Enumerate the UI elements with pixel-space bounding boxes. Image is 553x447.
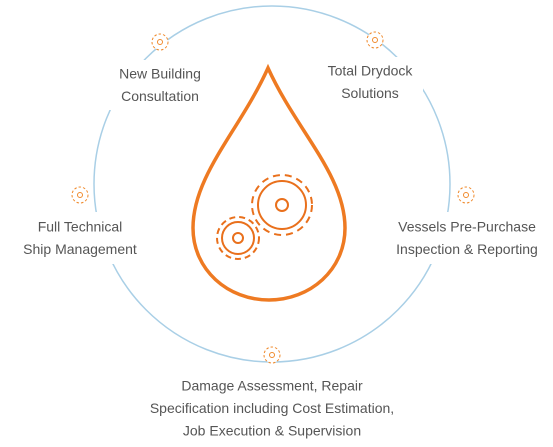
gear-hub bbox=[78, 193, 83, 198]
small-gear bbox=[217, 217, 259, 259]
node-label: Ship Management bbox=[23, 241, 137, 257]
node-label: Damage Assessment, Repair bbox=[181, 378, 363, 394]
gear-icon bbox=[72, 187, 88, 203]
node-label: Job Execution & Supervision bbox=[183, 423, 361, 439]
gear-hub bbox=[270, 353, 275, 358]
big-gear bbox=[252, 175, 312, 235]
gear-icon bbox=[367, 32, 383, 48]
node-label: Vessels Pre-Purchase bbox=[398, 219, 536, 235]
gear-hub bbox=[373, 38, 378, 43]
node-label: Solutions bbox=[341, 85, 399, 101]
node-label: Full Technical bbox=[38, 219, 123, 235]
node-label: Specification including Cost Estimation, bbox=[150, 400, 394, 416]
node-label: New Building bbox=[119, 66, 201, 82]
gear-hub bbox=[158, 40, 163, 45]
gear-icon bbox=[264, 347, 280, 363]
service-diagram: New Building Consultation Total Drydock Sol… bbox=[0, 0, 553, 447]
gear-icon bbox=[458, 187, 474, 203]
node-label: Total Drydock bbox=[328, 63, 414, 79]
gear-icon bbox=[152, 34, 168, 50]
node-label: Inspection & Reporting bbox=[396, 241, 538, 257]
node-label: Consultation bbox=[121, 88, 199, 104]
gear-hub bbox=[464, 193, 469, 198]
